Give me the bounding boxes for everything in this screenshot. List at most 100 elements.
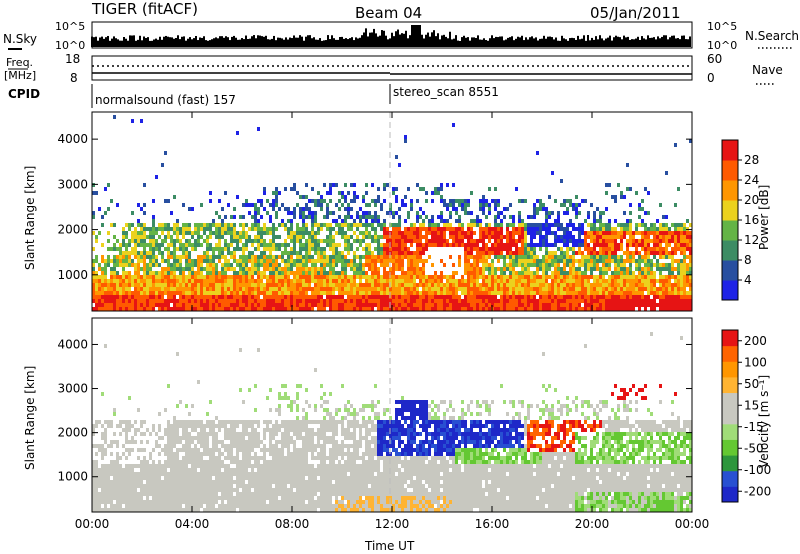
power-cell bbox=[551, 231, 554, 235]
power-cell bbox=[305, 215, 308, 219]
power-cell bbox=[347, 251, 350, 255]
power-cell bbox=[332, 235, 335, 239]
power-cell bbox=[671, 251, 674, 255]
power-cell bbox=[671, 275, 674, 279]
power-cell bbox=[542, 283, 545, 287]
power-cell bbox=[629, 303, 632, 307]
power-cell bbox=[569, 271, 572, 275]
power-cell bbox=[203, 287, 206, 291]
power-cell bbox=[107, 303, 110, 307]
power-cell bbox=[287, 259, 290, 263]
power-cell bbox=[419, 271, 422, 275]
power-cell bbox=[689, 263, 692, 267]
power-cell bbox=[644, 223, 647, 227]
power-cell bbox=[482, 287, 485, 291]
power-cell bbox=[287, 295, 290, 299]
power-cell bbox=[533, 243, 536, 247]
power-cell bbox=[479, 199, 482, 203]
power-cell bbox=[467, 263, 470, 267]
power-cell bbox=[635, 295, 638, 299]
power-cell bbox=[326, 235, 329, 239]
power-cell bbox=[236, 243, 239, 247]
power-cell bbox=[224, 287, 227, 291]
power-cell bbox=[359, 207, 362, 211]
power-cell bbox=[371, 275, 374, 279]
power-cell bbox=[641, 283, 644, 287]
velocity-cell bbox=[146, 500, 149, 504]
power-cell bbox=[233, 247, 236, 251]
power-cell bbox=[428, 219, 431, 223]
power-cell bbox=[197, 223, 200, 227]
power-cell bbox=[146, 243, 149, 247]
power-cell bbox=[608, 291, 611, 295]
power-cell bbox=[476, 267, 479, 271]
power-cell bbox=[401, 235, 404, 239]
power-cell bbox=[470, 211, 473, 215]
power-cell bbox=[359, 243, 362, 247]
power-cell bbox=[605, 239, 608, 243]
power-cell bbox=[614, 275, 617, 279]
power-cell bbox=[575, 211, 578, 215]
power-cell bbox=[356, 299, 359, 303]
power-cell bbox=[371, 263, 374, 267]
power-cell bbox=[179, 231, 182, 235]
power-cell bbox=[575, 267, 578, 271]
power-cell bbox=[410, 271, 413, 275]
power-cell bbox=[581, 251, 584, 255]
power-cell bbox=[275, 271, 278, 275]
power-cell bbox=[398, 243, 401, 247]
power-cell bbox=[410, 223, 413, 227]
power-cell bbox=[329, 259, 332, 263]
power-cell bbox=[533, 291, 536, 295]
power-cell bbox=[146, 303, 149, 307]
power-cell bbox=[566, 223, 569, 227]
power-cell bbox=[353, 199, 356, 203]
power-cell bbox=[128, 299, 131, 303]
power-cell bbox=[149, 287, 152, 291]
power-cell bbox=[413, 303, 416, 307]
power-cell bbox=[392, 255, 395, 259]
power-cell bbox=[299, 259, 302, 263]
power-cell bbox=[221, 263, 224, 267]
power-cell bbox=[164, 223, 167, 227]
power-cell bbox=[227, 223, 230, 227]
power-cell bbox=[470, 255, 473, 259]
power-cell bbox=[212, 231, 215, 235]
power-cell bbox=[581, 299, 584, 303]
power-cell bbox=[143, 271, 146, 275]
power-cell bbox=[443, 295, 446, 299]
power-cell bbox=[383, 263, 386, 267]
power-cell bbox=[539, 243, 542, 247]
power-cell bbox=[380, 203, 383, 207]
power-cell bbox=[344, 239, 347, 243]
power-cell bbox=[158, 287, 161, 291]
power-cell bbox=[650, 239, 653, 243]
velocity-cell bbox=[116, 460, 119, 464]
power-cell bbox=[437, 231, 440, 235]
power-cell bbox=[521, 235, 524, 239]
power-cell bbox=[464, 207, 467, 211]
power-cell bbox=[260, 303, 263, 307]
power-cell bbox=[260, 203, 263, 207]
power-cell bbox=[203, 291, 206, 295]
power-cell bbox=[575, 195, 578, 199]
power-cell bbox=[578, 295, 581, 299]
power-cell bbox=[623, 295, 626, 299]
power-cell bbox=[401, 295, 404, 299]
power-cell bbox=[305, 203, 308, 207]
power-cell bbox=[473, 287, 476, 291]
power-cell bbox=[179, 255, 182, 259]
power-cell bbox=[605, 243, 608, 247]
power-cell bbox=[512, 231, 515, 235]
power-cell bbox=[323, 183, 326, 187]
power-cell bbox=[593, 223, 596, 227]
power-cell bbox=[650, 303, 653, 307]
power-cell bbox=[122, 283, 125, 287]
power-cell bbox=[203, 239, 206, 243]
power-cell bbox=[122, 279, 125, 283]
power-cell bbox=[404, 139, 407, 143]
power-cell bbox=[686, 303, 689, 307]
power-cell bbox=[326, 303, 329, 307]
power-cell bbox=[158, 223, 161, 227]
power-cell bbox=[404, 243, 407, 247]
